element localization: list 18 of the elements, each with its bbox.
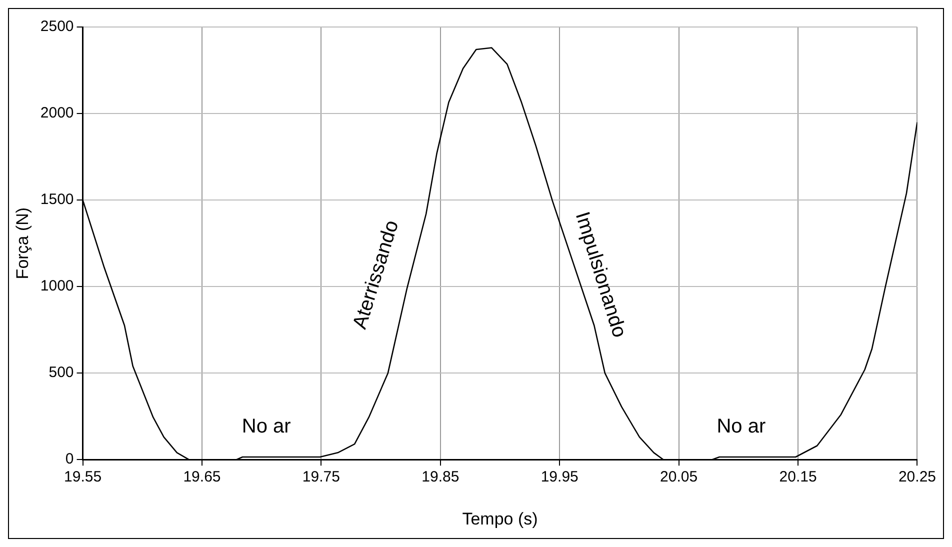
x-tick-label: 19.75 [302,468,340,486]
annotation: No ar [716,416,766,438]
y-tick-label: 0 [65,450,74,468]
x-tick-label: 19.85 [422,468,460,486]
x-tick-label: 19.95 [540,468,578,486]
y-tick-label: 500 [48,364,74,382]
x-tick-label: 20.05 [660,468,698,486]
y-tick-label: 2500 [40,18,74,36]
x-tick-label: 20.25 [898,468,936,486]
x-tick-label: 20.15 [779,468,817,486]
y-tick-label: 1500 [40,191,74,208]
y-tick-label: 2000 [40,104,74,122]
annotation: No ar [242,416,292,438]
x-tick-label: 19.55 [64,468,102,486]
y-tick-label: 1000 [40,278,74,295]
y-axis-title: Força (N) [12,207,32,280]
x-tick-label: 19.65 [183,468,221,486]
x-axis-title: Tempo (s) [462,509,538,528]
